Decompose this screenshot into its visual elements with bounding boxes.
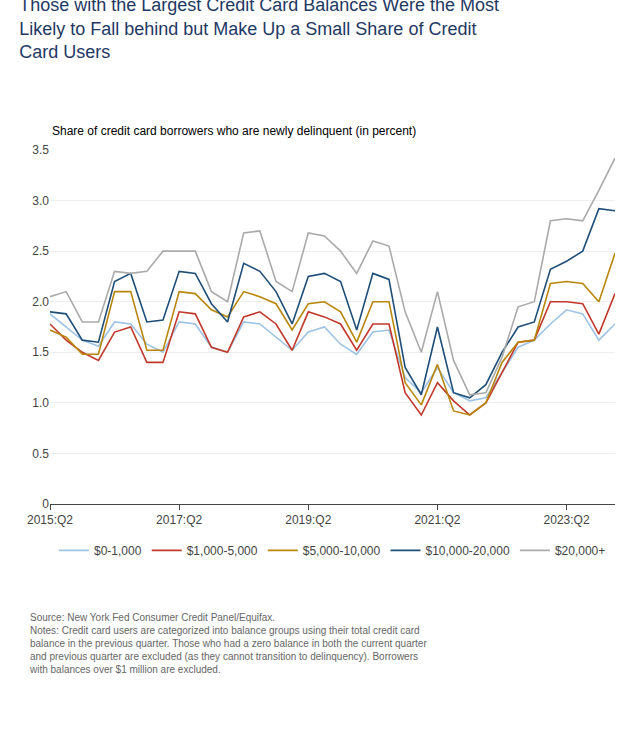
svg-text:2.0: 2.0 [32, 295, 49, 309]
svg-text:Share of credit card borrowers: Share of credit card borrowers who are n… [52, 124, 416, 138]
svg-text:$5,000-10,000: $5,000-10,000 [303, 544, 381, 558]
svg-text:$0-1,000: $0-1,000 [94, 544, 142, 558]
svg-text:Source: New York Fed Consumer: Source: New York Fed Consumer Credit Pan… [29, 612, 427, 675]
svg-text:1.5: 1.5 [32, 345, 49, 359]
svg-text:$1,000-5,000: $1,000-5,000 [187, 544, 258, 558]
svg-text:3.5: 3.5 [32, 143, 49, 157]
svg-text:$10,000-20,000: $10,000-20,000 [425, 544, 509, 558]
svg-text:2019:Q2: 2019:Q2 [285, 513, 331, 527]
svg-text:Those with the Largest Credit: Those with the Largest Credit Card Balan… [19, 0, 499, 62]
svg-text:0: 0 [42, 497, 49, 511]
svg-text:2023:Q2: 2023:Q2 [544, 513, 590, 527]
svg-text:3.0: 3.0 [32, 194, 49, 208]
svg-text:$20,000+: $20,000+ [555, 544, 605, 558]
svg-text:1.0: 1.0 [32, 396, 49, 410]
svg-text:2.5: 2.5 [32, 244, 49, 258]
svg-text:2015:Q2: 2015:Q2 [27, 513, 73, 527]
svg-text:2017:Q2: 2017:Q2 [156, 513, 202, 527]
svg-text:2021:Q2: 2021:Q2 [414, 513, 460, 527]
svg-text:0.5: 0.5 [32, 447, 49, 461]
